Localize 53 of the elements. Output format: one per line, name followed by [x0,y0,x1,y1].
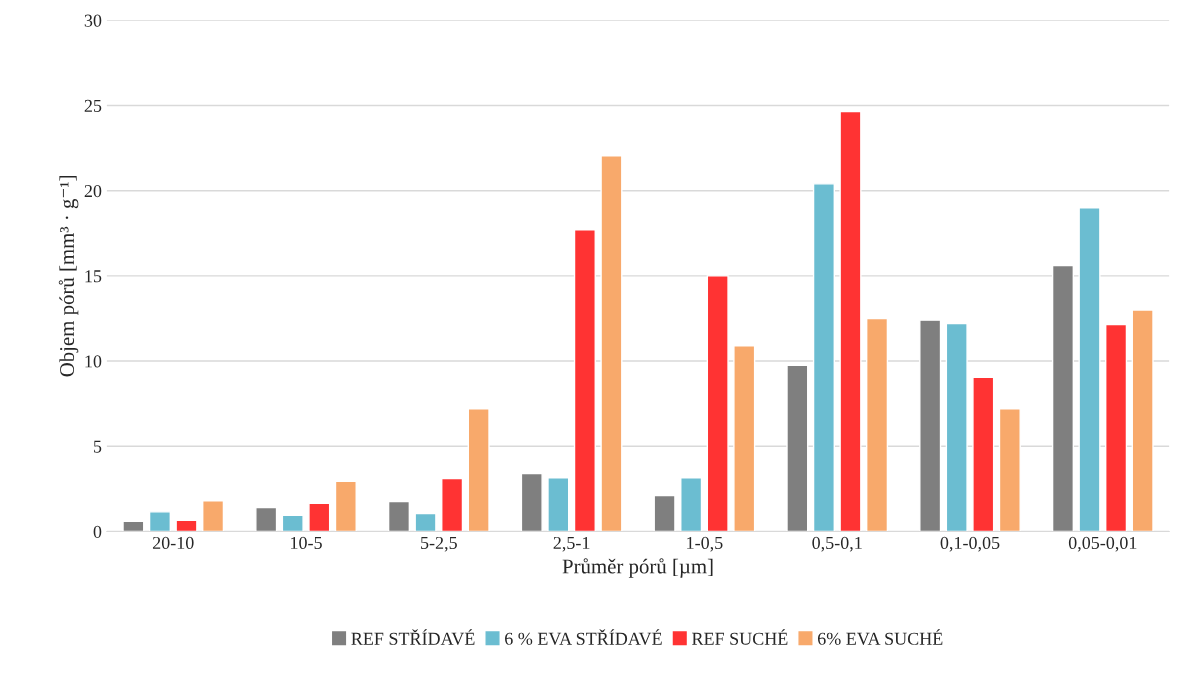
bar [441,477,464,532]
bar [680,477,703,532]
x-tick-label: 0,5-0,1 [812,536,862,552]
legend-label: 6 % EVA STŘÍDAVÉ [505,629,662,645]
bar [786,364,809,532]
bar [520,472,543,532]
x-tick-label: 10-5 [291,536,322,550]
bar [148,511,172,532]
bar [1078,207,1101,532]
bar [255,506,278,532]
bar [998,408,1021,532]
x-tick-label: 0,05-0,01 [1068,536,1137,552]
bar [1131,309,1154,532]
bar [733,345,756,532]
bar [919,319,942,532]
x-axis-title: Průměr pórů [µm] [562,558,713,578]
bar [865,317,889,532]
x-tick-label: 0,1-0,05 [940,536,1000,552]
bar [175,519,198,532]
y-tick-label: 15 [85,270,102,283]
bar [414,512,437,532]
y-tick-label: 30 [84,14,102,27]
bar [122,520,145,532]
bar [812,183,835,532]
y-axis-title: Objem pórů [mm³ · g⁻¹] [58,176,79,377]
bar [387,500,411,532]
x-tick-label: 5-2,5 [421,536,457,552]
bar [1051,264,1075,532]
legend-label: REF STŘÍDAVÉ [351,629,475,645]
bar [945,322,968,532]
y-tick-label: 25 [84,99,102,112]
bar [334,480,357,532]
y-tick-label: 10 [85,355,102,368]
bar [972,376,995,532]
legend-label: 6% EVA SUCHÉ [817,629,943,645]
x-tick-label: 2,5-1 [553,536,590,552]
bar [547,477,570,532]
x-tick-label: 1-0,5 [687,536,723,552]
bar [308,502,331,532]
bar [600,155,623,532]
bar [653,494,676,532]
bar [706,275,729,532]
y-tick-label: 5 [93,440,102,453]
bar [573,229,596,532]
bar [467,408,490,532]
x-tick-label: 20-10 [152,536,194,550]
y-tick-label: 0 [93,525,102,538]
bar [839,110,862,532]
y-tick-label: 20 [84,184,102,198]
legend-label: REF SUCHÉ [692,629,788,645]
bar [1105,323,1128,532]
bar [281,514,304,532]
bar [202,500,225,532]
